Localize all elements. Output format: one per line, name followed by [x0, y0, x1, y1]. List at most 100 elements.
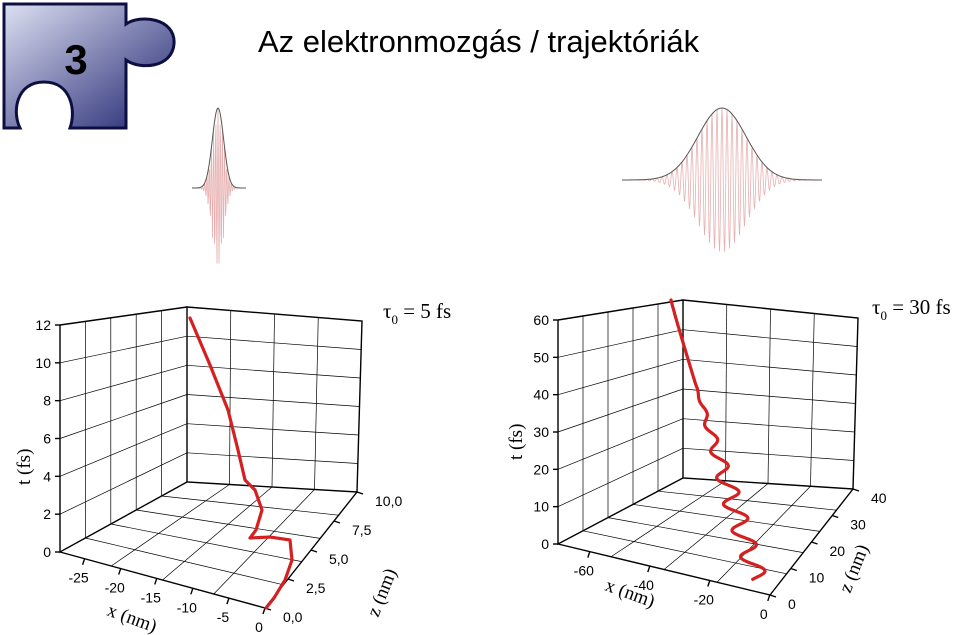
x-tick-label: -25	[68, 570, 88, 586]
t-tick-label: 40	[533, 387, 549, 403]
z-tick-mark	[832, 514, 839, 519]
x-tick-label: 0	[255, 619, 263, 635]
x-tick-label: -40	[634, 577, 654, 593]
z-tick-label: 20	[830, 543, 846, 559]
grid-line	[716, 486, 811, 583]
left-trajectory	[188, 316, 294, 610]
grid-line	[610, 480, 726, 558]
x-tick-label: -5	[217, 609, 230, 625]
right-t-axis-label: t (fs)	[506, 424, 527, 460]
grid-line	[59, 452, 188, 515]
plot-left: 0 2 4 6 8 10 12 -25 -20 -15 -10 -5 0 0,02,55,07,510,0…	[14, 299, 451, 635]
z-tick-mark	[310, 549, 318, 553]
x-tick-mark	[154, 578, 158, 585]
x-tick-mark	[647, 565, 651, 573]
grid-line	[810, 313, 815, 487]
t-tick-label: 6	[43, 431, 51, 447]
t-tick-label: 8	[43, 393, 51, 409]
right-trajectory	[669, 298, 767, 581]
t-tick-label: 12	[35, 317, 51, 333]
z-tick-mark	[356, 491, 364, 495]
z-tick-mark	[333, 520, 341, 524]
z-tick-mark	[852, 488, 860, 492]
grid-line	[557, 358, 684, 396]
z-tick-label: 5,0	[329, 551, 349, 567]
left-tau-label: τ0 = 5 fs	[383, 299, 451, 327]
grid-line	[213, 489, 315, 595]
left-grid	[59, 310, 362, 595]
grid-line	[59, 423, 188, 477]
puzzle-piece-icon	[2, 2, 176, 130]
left-top-edge	[59, 306, 188, 326]
t-tick-label: 0	[43, 544, 51, 560]
x-tick-mark	[767, 594, 771, 602]
t-tick-label: 10	[533, 499, 549, 515]
x-tick-label: -60	[574, 563, 594, 579]
left-z-axis-label: z (nm)	[363, 566, 401, 620]
grid-line	[111, 484, 230, 567]
grid-line	[767, 308, 771, 484]
t-tick-label: 4	[43, 468, 51, 484]
z-tick-label: 7,5	[352, 522, 372, 538]
left-t-axis-label: t (fs)	[14, 449, 35, 485]
grid-line	[59, 394, 188, 439]
slide-title: Az elektronmozgás / trajektóriák	[258, 24, 700, 59]
t-tick-label: 2	[43, 506, 51, 522]
short-pulse-envelope	[192, 107, 246, 189]
z-tick-mark	[287, 578, 295, 582]
grid-line	[663, 483, 769, 570]
grid-line	[162, 486, 273, 581]
x-tick-mark	[226, 597, 230, 605]
x-tick-mark	[262, 607, 266, 615]
right-side-wall	[557, 320, 684, 546]
x-tick-mark	[587, 551, 591, 558]
x-tick-mark	[118, 568, 122, 575]
z-tick-label: 2,5	[306, 580, 326, 596]
long-pulse-carrier	[622, 107, 822, 252]
puzzle-badge: 3	[2, 2, 176, 130]
z-tick-label: 10	[809, 570, 825, 586]
t-tick-label: 0	[541, 536, 549, 552]
x-tick-label: -20	[105, 580, 125, 596]
right-tau-label: τ0 = 30 fs	[872, 295, 951, 323]
t-tick-label: 10	[35, 355, 51, 371]
x-tick-mark	[81, 558, 86, 565]
z-tick-label: 40	[871, 490, 887, 506]
right-top-edge	[557, 299, 684, 321]
right-grid	[557, 304, 858, 583]
grid-line	[314, 317, 319, 490]
grid-line	[59, 364, 188, 402]
x-tick-mark	[707, 580, 711, 587]
z-tick-label: 10,0	[375, 493, 402, 509]
x-tick-mark	[190, 588, 194, 595]
grid-line	[557, 418, 684, 470]
badge-number: 3	[64, 36, 87, 83]
grid-line	[59, 335, 188, 364]
short-pulse-carrier	[192, 107, 246, 264]
t-tick-label: 30	[533, 424, 549, 440]
grid-line	[557, 388, 684, 433]
long-pulse	[622, 107, 822, 252]
x-tick-label: -15	[141, 589, 161, 605]
short-pulse	[192, 107, 246, 264]
z-tick-mark	[811, 541, 818, 545]
z-tick-label: 0	[788, 596, 796, 612]
t-tick-label: 50	[533, 349, 549, 365]
x-tick-label: -20	[694, 592, 714, 608]
z-tick-mark	[790, 567, 797, 572]
z-tick-mark	[769, 594, 777, 598]
grid-line	[229, 310, 232, 485]
long-pulse-envelope	[622, 107, 822, 181]
grid-line	[271, 313, 275, 488]
grid-line	[557, 448, 684, 507]
grid-line	[725, 304, 728, 481]
z-tick-label: 30	[850, 517, 866, 533]
z-tick-label: 0,0	[283, 609, 303, 625]
x-tick-label: 0	[760, 606, 768, 622]
t-tick-label: 60	[533, 312, 549, 328]
pulse-illustrations	[192, 107, 822, 264]
left-ticks: 0 2 4 6 8 10 12 -25 -20 -15 -10 -5 0 0,02,55,07,510,0	[35, 317, 402, 635]
